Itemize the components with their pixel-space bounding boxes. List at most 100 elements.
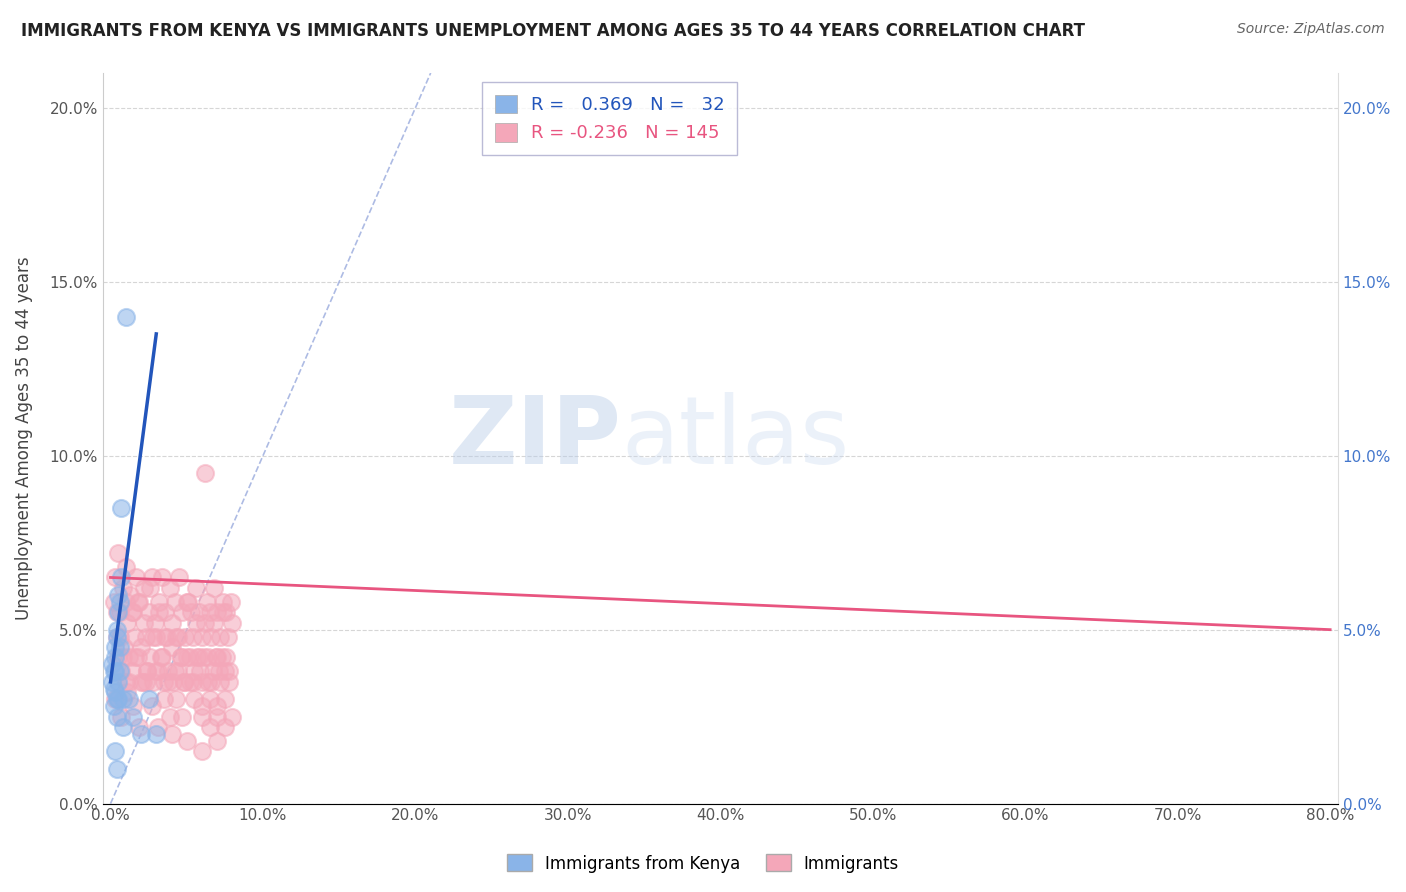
Point bbox=[191, 744, 214, 758]
Point bbox=[128, 595, 150, 609]
Point bbox=[143, 615, 166, 630]
Text: ZIP: ZIP bbox=[449, 392, 621, 484]
Point bbox=[135, 630, 157, 644]
Point bbox=[176, 734, 198, 748]
Legend: R =   0.369   N =   32, R = -0.236   N = 145: R = 0.369 N = 32, R = -0.236 N = 145 bbox=[482, 82, 737, 155]
Point bbox=[191, 709, 214, 723]
Point bbox=[162, 674, 184, 689]
Point bbox=[103, 595, 125, 609]
Point bbox=[157, 665, 180, 679]
Point bbox=[209, 630, 232, 644]
Point bbox=[107, 692, 129, 706]
Point bbox=[195, 595, 218, 609]
Point bbox=[114, 310, 136, 324]
Point bbox=[197, 674, 219, 689]
Point bbox=[209, 674, 232, 689]
Point bbox=[121, 605, 143, 619]
Point bbox=[105, 709, 128, 723]
Point bbox=[150, 650, 173, 665]
Point bbox=[215, 650, 238, 665]
Point bbox=[118, 692, 141, 706]
Point bbox=[160, 615, 183, 630]
Point bbox=[125, 570, 148, 584]
Point bbox=[221, 709, 243, 723]
Point bbox=[107, 605, 129, 619]
Text: atlas: atlas bbox=[621, 392, 849, 484]
Point bbox=[148, 605, 170, 619]
Point bbox=[221, 615, 243, 630]
Point bbox=[127, 650, 149, 665]
Point bbox=[194, 466, 217, 480]
Point bbox=[129, 674, 152, 689]
Point bbox=[146, 665, 169, 679]
Point bbox=[172, 709, 194, 723]
Point bbox=[163, 665, 186, 679]
Point bbox=[107, 546, 129, 560]
Point bbox=[110, 500, 132, 515]
Point bbox=[124, 630, 146, 644]
Point bbox=[197, 650, 219, 665]
Point bbox=[117, 615, 139, 630]
Point bbox=[142, 674, 165, 689]
Point bbox=[212, 595, 235, 609]
Point bbox=[108, 605, 131, 619]
Point bbox=[176, 650, 198, 665]
Point bbox=[153, 674, 176, 689]
Point bbox=[108, 640, 131, 654]
Point bbox=[207, 699, 229, 714]
Point bbox=[111, 650, 134, 665]
Point bbox=[169, 650, 191, 665]
Point bbox=[214, 720, 236, 734]
Point bbox=[214, 665, 236, 679]
Point bbox=[159, 581, 181, 595]
Point bbox=[107, 588, 129, 602]
Point bbox=[169, 650, 191, 665]
Point bbox=[105, 762, 128, 776]
Point bbox=[186, 650, 208, 665]
Point bbox=[127, 595, 149, 609]
Point bbox=[198, 692, 221, 706]
Point bbox=[141, 570, 163, 584]
Point bbox=[198, 720, 221, 734]
Point bbox=[181, 674, 204, 689]
Point bbox=[104, 570, 127, 584]
Point bbox=[103, 665, 125, 679]
Point bbox=[176, 595, 198, 609]
Point bbox=[124, 650, 146, 665]
Point bbox=[135, 674, 157, 689]
Point bbox=[105, 692, 128, 706]
Point bbox=[204, 650, 226, 665]
Point bbox=[111, 692, 134, 706]
Point bbox=[104, 665, 127, 679]
Point bbox=[187, 605, 209, 619]
Point bbox=[166, 665, 188, 679]
Point bbox=[201, 665, 224, 679]
Point bbox=[163, 595, 186, 609]
Point bbox=[179, 650, 201, 665]
Point bbox=[153, 692, 176, 706]
Point bbox=[191, 699, 214, 714]
Point bbox=[104, 640, 127, 654]
Point bbox=[211, 650, 233, 665]
Point bbox=[160, 727, 183, 741]
Point bbox=[156, 630, 179, 644]
Point bbox=[219, 595, 242, 609]
Point bbox=[129, 640, 152, 654]
Point bbox=[180, 605, 202, 619]
Point bbox=[207, 709, 229, 723]
Point bbox=[104, 692, 127, 706]
Point bbox=[215, 605, 238, 619]
Point bbox=[177, 595, 200, 609]
Point bbox=[104, 744, 127, 758]
Point bbox=[184, 581, 207, 595]
Point bbox=[122, 699, 145, 714]
Point bbox=[208, 665, 231, 679]
Point bbox=[114, 595, 136, 609]
Point bbox=[107, 674, 129, 689]
Point bbox=[136, 665, 159, 679]
Point bbox=[200, 630, 222, 644]
Point bbox=[157, 674, 180, 689]
Point bbox=[174, 630, 197, 644]
Point bbox=[173, 674, 195, 689]
Point bbox=[111, 720, 134, 734]
